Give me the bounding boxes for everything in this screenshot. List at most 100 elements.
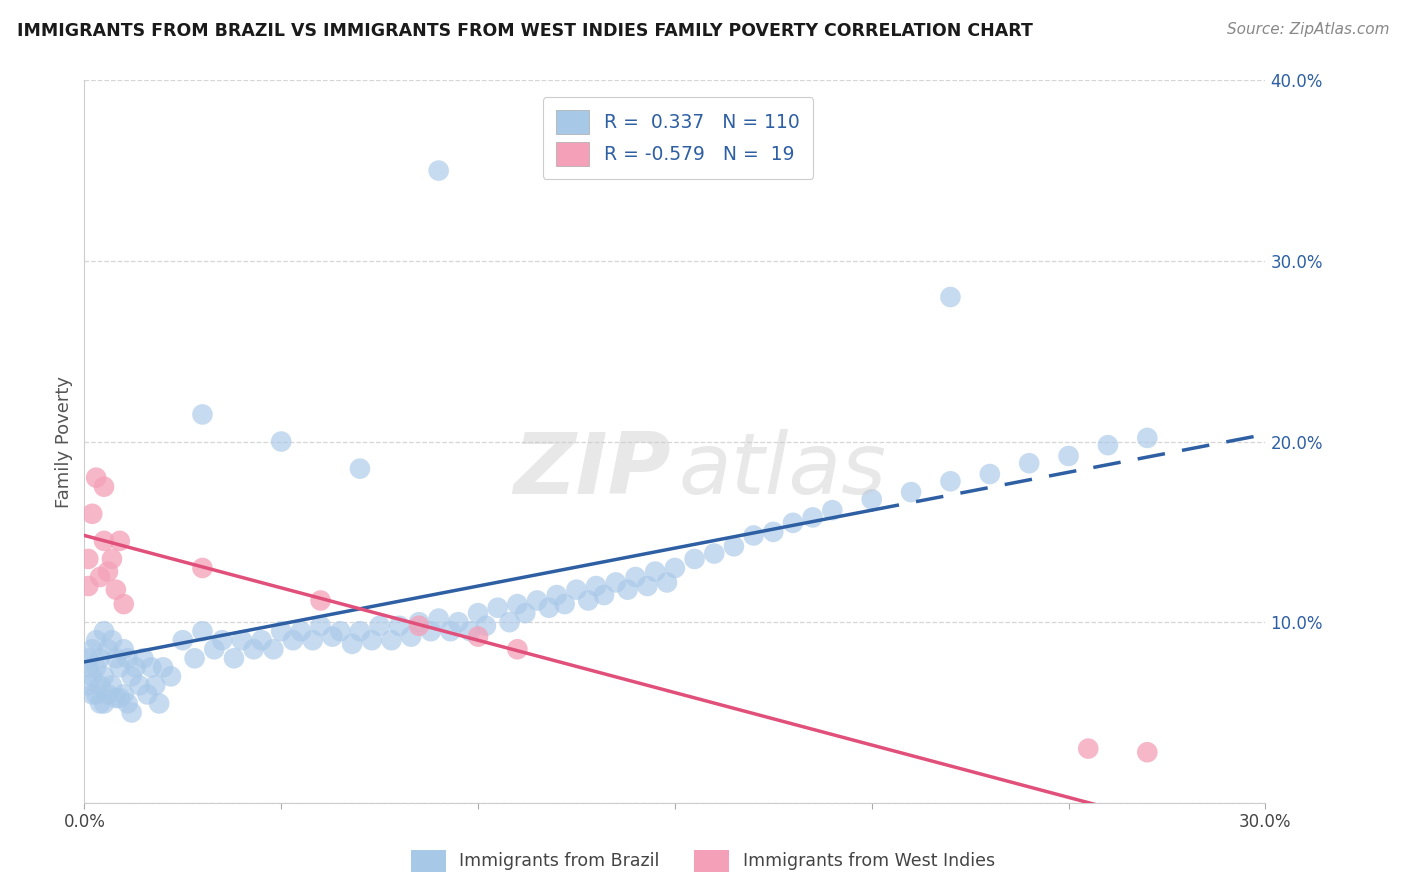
Point: [97, 565, 120, 579]
Point: [112, 642, 135, 657]
Point: [1018, 456, 1040, 470]
Point: [108, 660, 131, 674]
Point: [93, 669, 115, 683]
Point: [112, 687, 135, 701]
Point: [290, 624, 312, 639]
Point: [89, 678, 111, 692]
Point: [309, 593, 332, 607]
Point: [447, 615, 470, 630]
Point: [467, 630, 489, 644]
Point: [89, 697, 111, 711]
Point: [77, 552, 100, 566]
Point: [77, 651, 100, 665]
Point: [576, 593, 599, 607]
Point: [121, 706, 143, 720]
Point: [117, 697, 139, 711]
Point: [546, 588, 568, 602]
Point: [1057, 449, 1080, 463]
Point: [222, 651, 245, 665]
Point: [664, 561, 686, 575]
Point: [97, 642, 120, 657]
Point: [605, 575, 627, 590]
Point: [124, 660, 146, 674]
Point: [616, 582, 638, 597]
Point: [554, 597, 576, 611]
Point: [104, 691, 127, 706]
Point: [1097, 438, 1119, 452]
Point: [939, 475, 962, 489]
Point: [101, 678, 124, 692]
Point: [101, 633, 124, 648]
Point: [121, 669, 143, 683]
Point: [565, 582, 588, 597]
Point: [128, 678, 150, 692]
Point: [467, 606, 489, 620]
Point: [368, 619, 391, 633]
Point: [191, 561, 214, 575]
Point: [84, 471, 107, 485]
Point: [742, 528, 765, 542]
Point: [655, 575, 678, 590]
Point: [160, 669, 183, 683]
Point: [380, 633, 402, 648]
Point: [93, 533, 115, 548]
Point: [117, 651, 139, 665]
Point: [821, 503, 844, 517]
Point: [439, 624, 461, 639]
Point: [683, 552, 706, 566]
Point: [939, 290, 962, 304]
Point: [1136, 745, 1159, 759]
Point: [506, 642, 529, 657]
Point: [112, 597, 135, 611]
Point: [191, 624, 214, 639]
Point: [644, 565, 666, 579]
Point: [262, 642, 284, 657]
Text: Source: ZipAtlas.com: Source: ZipAtlas.com: [1226, 22, 1389, 37]
Point: [537, 600, 560, 615]
Point: [526, 593, 548, 607]
Point: [388, 619, 411, 633]
Point: [329, 624, 352, 639]
Point: [270, 434, 292, 449]
Point: [143, 678, 166, 692]
Point: [1077, 741, 1099, 756]
Point: [486, 600, 509, 615]
Legend: R =  0.337   N = 110, R = -0.579   N =  19: R = 0.337 N = 110, R = -0.579 N = 19: [543, 97, 813, 178]
Point: [427, 611, 450, 625]
Legend: Immigrants from Brazil, Immigrants from West Indies: Immigrants from Brazil, Immigrants from …: [404, 843, 1002, 879]
Text: atlas: atlas: [679, 429, 886, 512]
Point: [191, 408, 214, 422]
Point: [399, 630, 422, 644]
Point: [900, 485, 922, 500]
Point: [136, 687, 159, 701]
Text: ZIP: ZIP: [513, 429, 671, 512]
Point: [108, 533, 131, 548]
Point: [624, 570, 647, 584]
Text: IMMIGRANTS FROM BRAZIL VS IMMIGRANTS FROM WEST INDIES FAMILY POVERTY CORRELATION: IMMIGRANTS FROM BRAZIL VS IMMIGRANTS FRO…: [17, 22, 1033, 40]
Point: [93, 624, 115, 639]
Point: [93, 480, 115, 494]
Point: [1136, 431, 1159, 445]
Point: [77, 660, 100, 674]
Point: [301, 633, 323, 648]
Point: [723, 539, 745, 553]
Point: [82, 507, 104, 521]
Point: [782, 516, 804, 530]
Point: [475, 619, 498, 633]
Point: [97, 687, 120, 701]
Point: [93, 697, 115, 711]
Point: [458, 624, 481, 639]
Point: [636, 579, 658, 593]
Point: [593, 588, 616, 602]
Point: [801, 510, 824, 524]
Point: [84, 633, 107, 648]
Point: [349, 624, 371, 639]
Point: [211, 633, 233, 648]
Point: [427, 163, 450, 178]
Point: [77, 678, 100, 692]
Point: [101, 552, 124, 566]
Point: [321, 630, 343, 644]
Point: [152, 660, 174, 674]
Point: [242, 642, 264, 657]
Point: [309, 619, 332, 633]
